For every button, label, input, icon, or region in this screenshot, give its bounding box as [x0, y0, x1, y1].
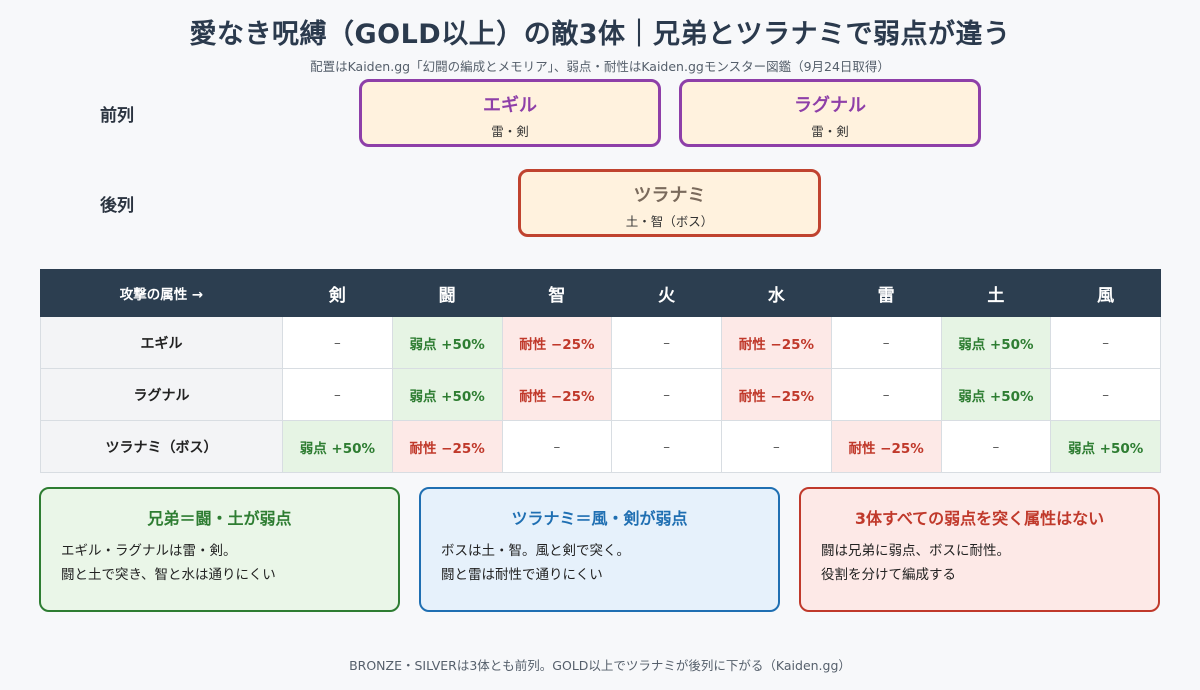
column-header: 闘	[391, 269, 503, 317]
column-header: 智	[501, 269, 613, 317]
footer-note: BRONZE・SILVERは3体とも前列。GOLD以上でツラナミが後列に下がる（…	[349, 658, 851, 673]
matrix-cell: 耐性 −25%	[721, 368, 832, 421]
enemy-attributes: 雷・剣	[811, 124, 849, 139]
matrix-header-row: 攻撃の属性 → 剣 闘 智 火 水 雷 土 風	[40, 269, 1161, 317]
column-header: 雷	[830, 269, 942, 317]
matrix-cell: 耐性 −25%	[721, 316, 832, 369]
column-header: 剣	[282, 269, 393, 317]
matrix-cell: –	[611, 420, 722, 473]
enemy-attributes: 雷・剣	[491, 124, 529, 139]
enemy-attributes: 土・智（ボス）	[625, 214, 714, 229]
enemy-name: ラグナル	[794, 95, 866, 116]
page-title: 愛なき呪縛（GOLD以上）の敵3体｜兄弟とツラナミで弱点が違う	[189, 19, 1011, 50]
matrix-cell: 耐性 −25%	[391, 420, 503, 473]
front-row-label: 前列	[100, 106, 134, 126]
card-title: 兄弟＝闘・土が弱点	[147, 509, 292, 528]
enemy-card-tsuranami: ツラナミ 土・智（ボス）	[518, 169, 821, 237]
matrix-cell: 耐性 −25%	[830, 420, 942, 473]
note-card-no-universal: 3体すべての弱点を突く属性はない 闘は兄弟に弱点、ボスに耐性。 役割を分けて編成…	[799, 487, 1160, 612]
card-text: 闘と土で突き、智と水は通りにくい	[61, 567, 276, 583]
card-text: 闘と雷は耐性で通りにくい	[441, 567, 603, 583]
matrix-cell: –	[1050, 368, 1161, 421]
enemy-name: エギル	[483, 95, 537, 116]
row-header: エギル	[40, 316, 283, 369]
back-row-label: 後列	[100, 196, 134, 216]
card-text: 役割を分けて編成する	[821, 567, 956, 583]
note-card-tsuranami: ツラナミ＝風・剣が弱点 ボスは土・智。風と剣で突く。 闘と雷は耐性で通りにくい	[419, 487, 780, 612]
matrix-cell: 弱点 +50%	[282, 420, 393, 473]
row-header: ラグナル	[40, 368, 283, 421]
matrix-cell: –	[611, 316, 722, 369]
table-row: ラグナル – 弱点 +50% 耐性 −25% – 耐性 −25% – 弱点 +5…	[40, 368, 1161, 421]
matrix-cell: –	[282, 316, 393, 369]
weakness-matrix: 攻撃の属性 → 剣 闘 智 火 水 雷 土 風 エギル – 弱点 +50% 耐性…	[40, 269, 1161, 473]
card-title: ツラナミ＝風・剣が弱点	[511, 509, 688, 528]
column-header: 火	[611, 269, 722, 317]
card-text: ボスは土・智。風と剣で突く。	[441, 543, 630, 559]
column-header: 水	[721, 269, 832, 317]
matrix-cell: –	[830, 368, 942, 421]
enemy-card-egil: エギル 雷・剣	[359, 79, 661, 147]
matrix-cell: 耐性 −25%	[501, 316, 613, 369]
page-subtitle: 配置はKaiden.gg「幻闘の編成とメモリア」、弱点・耐性はKaiden.gg…	[310, 59, 890, 74]
note-card-brothers: 兄弟＝闘・土が弱点 エギル・ラグナルは雷・剣。 闘と土で突き、智と水は通りにくい	[39, 487, 400, 612]
matrix-cell: –	[611, 368, 722, 421]
card-text: 闘は兄弟に弱点、ボスに耐性。	[821, 543, 1010, 559]
matrix-cell: –	[282, 368, 393, 421]
table-row: ツラナミ（ボス） 弱点 +50% 耐性 −25% – – – 耐性 −25% –…	[40, 420, 1161, 473]
matrix-cell: –	[721, 420, 832, 473]
column-header: 土	[940, 269, 1052, 317]
matrix-cell: 弱点 +50%	[391, 368, 503, 421]
enemy-card-ragnar: ラグナル 雷・剣	[679, 79, 981, 147]
matrix-cell: 弱点 +50%	[940, 316, 1052, 369]
matrix-cell: –	[501, 420, 613, 473]
matrix-cell: –	[940, 420, 1052, 473]
card-text: エギル・ラグナルは雷・剣。	[61, 543, 237, 559]
matrix-cell: –	[830, 316, 942, 369]
enemy-name: ツラナミ	[633, 185, 706, 206]
matrix-cell: 弱点 +50%	[1050, 420, 1161, 473]
matrix-cell: 耐性 −25%	[501, 368, 613, 421]
card-title: 3体すべての弱点を突く属性はない	[854, 509, 1105, 528]
column-header: 風	[1050, 269, 1161, 317]
matrix-cell: 弱点 +50%	[940, 368, 1052, 421]
table-row: エギル – 弱点 +50% 耐性 −25% – 耐性 −25% – 弱点 +50…	[40, 316, 1161, 369]
matrix-cell: 弱点 +50%	[391, 316, 503, 369]
row-header: ツラナミ（ボス）	[40, 420, 283, 473]
matrix-cell: –	[1050, 316, 1161, 369]
matrix-corner-label: 攻撃の属性 →	[40, 269, 283, 317]
